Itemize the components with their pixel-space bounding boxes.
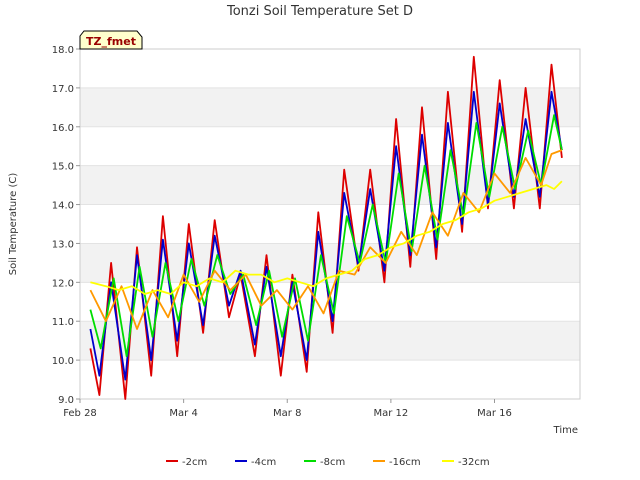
y-tick-label: 11.0 [52,317,74,328]
y-tick-label: 13.0 [52,239,74,250]
y-tick-label: 10.0 [52,356,74,367]
legend-label: -32cm [458,457,490,468]
y-tick-label: 14.0 [52,201,74,212]
series-lines [89,55,563,400]
site-badge-label: TZ_fmet [86,35,136,48]
x-axis: Feb 28 Mar 4 Mar 8 Mar 12 Mar 16 [63,399,512,419]
series-line-8cm [89,114,563,358]
grid-band [80,165,580,205]
y-axis: 9.0 10.0 11.0 12.0 13.0 14.0 15.0 16.0 17.0 18.0 [52,45,80,406]
grid-band [80,321,580,361]
legend-label: -16cm [389,457,421,468]
y-tick-label: 17.0 [52,84,74,95]
legend-label: -2cm [182,457,207,468]
x-tick-label: Mar 4 [169,408,197,419]
y-tick-label: 12.0 [52,278,74,289]
legend-label: -8cm [320,457,345,468]
site-badge: TZ_fmet [79,30,143,50]
x-tick-label: Mar 8 [273,408,301,419]
y-tick-label: 16.0 [52,123,74,134]
chart-title: Tonzi Soil Temperature Set D [226,4,413,19]
y-tick-label: 9.0 [58,395,74,406]
x-tick-label: Mar 16 [477,408,512,419]
plot-frame [79,48,581,400]
y-axis-label: Soil Temperature (C) [8,173,19,276]
x-axis-label: Time [553,425,578,436]
grid-bands [80,48,580,400]
x-tick-label: Feb 28 [63,408,97,419]
y-tick-label: 18.0 [52,45,74,56]
series-line-32cm [90,180,563,295]
legend: -2cm -4cm -8cm -16cm -32cm [166,457,490,468]
x-tick-label: Mar 12 [373,408,408,419]
site-badge-box [79,30,143,50]
legend-label: -4cm [251,457,276,468]
series-line-16cm [89,149,563,330]
y-tick-label: 15.0 [52,162,74,173]
